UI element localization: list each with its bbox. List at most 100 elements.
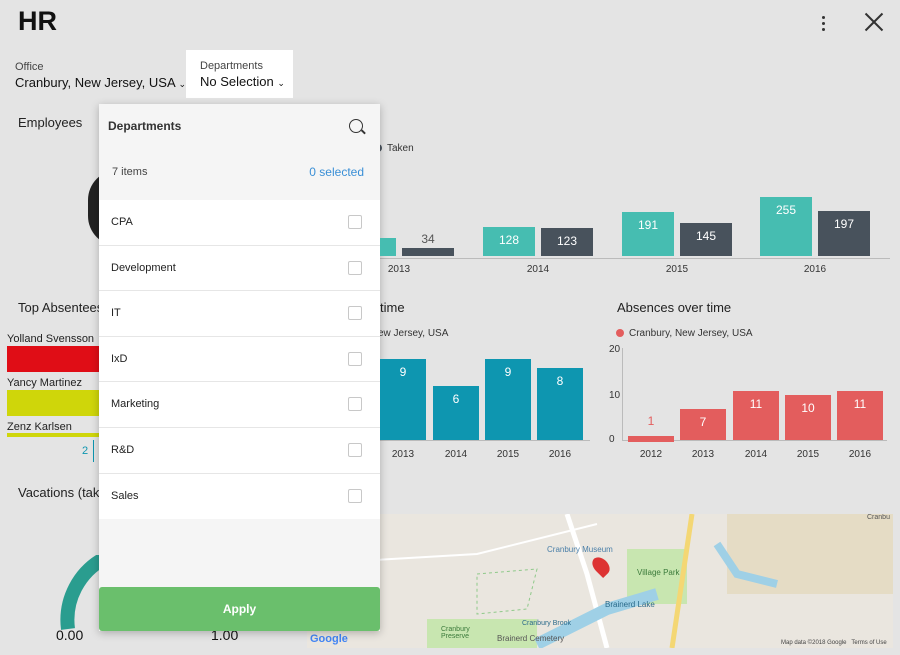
x-tick-label: 2013 [691,449,715,460]
absence-bar: 7 [680,408,726,440]
department-item-development[interactable]: Development [99,246,380,292]
map-label: Cranbury Preserve [441,626,470,640]
department-label: IxD [111,352,128,365]
departments-filter[interactable]: Departments No Selection ⌄ [186,50,293,98]
vacation-bar: 255 [760,197,812,256]
selected-count[interactable]: 0 selected [309,165,364,179]
apply-button[interactable]: Apply [99,587,380,631]
office-filter-value: Cranbury, New Jersey, USA ⌄ [15,75,187,90]
absentee-bar [7,433,99,437]
gauge-max: 1.00 [211,627,239,643]
vacation-bar: 191 [622,212,674,256]
absences-over-time-title: Absences over time [617,300,732,315]
checkbox[interactable] [348,260,362,275]
y-tick-label: 0 [609,434,615,445]
x-tick-label: 2014 [744,449,768,460]
top-absentees-title: Top Absentees [18,300,104,315]
vacation-bar: 145 [680,222,732,256]
departments-filter-label: Departments [200,60,263,72]
x-tick-label: 2016 [548,449,572,460]
gauge-min: 0.00 [56,627,84,643]
x-tick-label: 2015 [665,264,689,275]
map-label: Cranbury Brook [522,620,572,627]
vacation-legend: Taken [374,143,414,154]
y-tick-label: 20 [609,344,621,355]
dropdown-title: Departments [108,119,182,133]
x-tick-label: 2013 [387,264,411,275]
office-filter[interactable]: Office Cranbury, New Jersey, USA ⌄ [15,61,186,90]
search-icon[interactable] [349,119,363,133]
checkbox[interactable] [348,488,362,503]
terms-link[interactable]: Terms of Use [851,640,887,646]
department-item-cpa[interactable]: CPA [99,200,380,246]
chevron-down-icon: ⌄ [277,78,285,88]
departments-filter-value: No Selection ⌄ [200,74,285,89]
department-label: Development [111,261,176,274]
y-tick-label: 10 [609,390,621,401]
department-item-sales[interactable]: Sales [99,474,380,520]
x-tick-label: 2012 [639,449,663,460]
absence-bar: 11 [733,390,779,440]
absentee-name: Yolland Svensson [7,333,95,345]
employees-donut [88,170,118,246]
map-label: Cranbury Museum [547,545,613,554]
middle-chart-legend: ew Jersey, USA [378,328,449,339]
vacations-gauge [60,551,110,630]
department-item-rnd[interactable]: R&D [99,428,380,474]
x-tick-label: 2014 [444,449,468,460]
absentee-bar [7,346,99,372]
department-item-marketing[interactable]: Marketing [99,382,380,428]
absence-bar: 11 [837,390,883,440]
page-title: HR [18,6,57,36]
department-bar: 9 [485,359,531,440]
department-label: R&D [111,443,135,456]
x-tick-label: 2016 [803,264,827,275]
departments-dropdown: Departments 7 items 0 selected CPA Devel… [99,104,380,631]
absentee-value: 2 [82,445,89,457]
map-label: Brainerd Lake [605,600,655,609]
checkbox[interactable] [348,351,362,366]
employees-title: Employees [18,115,83,130]
x-tick-label: 2015 [496,449,520,460]
map-label: Village Park [637,568,680,577]
absentee-name: Yancy Martinez [7,377,82,389]
department-label: CPA [111,216,133,228]
absences-legend: Cranbury, New Jersey, USA [616,328,753,339]
absence-bar [628,435,674,442]
department-bar: 8 [537,368,583,440]
vacation-bar [402,248,454,256]
checkbox[interactable] [348,442,362,457]
dropdown-header: Departments [99,104,380,150]
department-item-ixd[interactable]: IxD [99,337,380,383]
checkbox[interactable] [348,397,362,412]
absentee-name: Zenz Karlsen [7,421,72,433]
map-attribution: Map data ©2018 Google Terms of Use [781,640,887,646]
data-label: 34 [421,232,435,246]
absentee-bar [7,390,99,416]
vacation-bar: 128 [483,226,535,256]
department-bar: 6 [433,386,479,440]
department-label: Sales [111,489,139,502]
chevron-down-icon: ⌄ [178,79,187,89]
x-tick-label: 2013 [391,449,415,460]
absence-bar: 10 [785,395,831,440]
map[interactable]: Cranbury Museum Village Park Brainerd La… [307,514,893,648]
vacation-bar: 197 [818,210,870,256]
vacations-title: Vacations (take [18,485,107,500]
x-tick-label: 2014 [526,264,550,275]
department-label: Marketing [111,398,160,411]
google-logo: Google [310,633,348,645]
x-tick-label: 2016 [848,449,872,460]
checkbox[interactable] [348,306,362,321]
absences-by-department-title: time [380,300,405,315]
checkbox[interactable] [348,215,362,229]
department-label: IT [111,307,121,320]
department-item-it[interactable]: IT [99,291,380,337]
item-count: 7 items [112,166,148,178]
absentee-marker [93,440,94,462]
map-label: Brainerd Cemetery [497,634,565,643]
department-list: CPA Development IT IxD Marketing R&D Sal… [99,200,380,520]
more-options-icon[interactable] [813,12,833,34]
data-label: 1 [647,413,655,428]
close-icon[interactable] [864,12,884,32]
